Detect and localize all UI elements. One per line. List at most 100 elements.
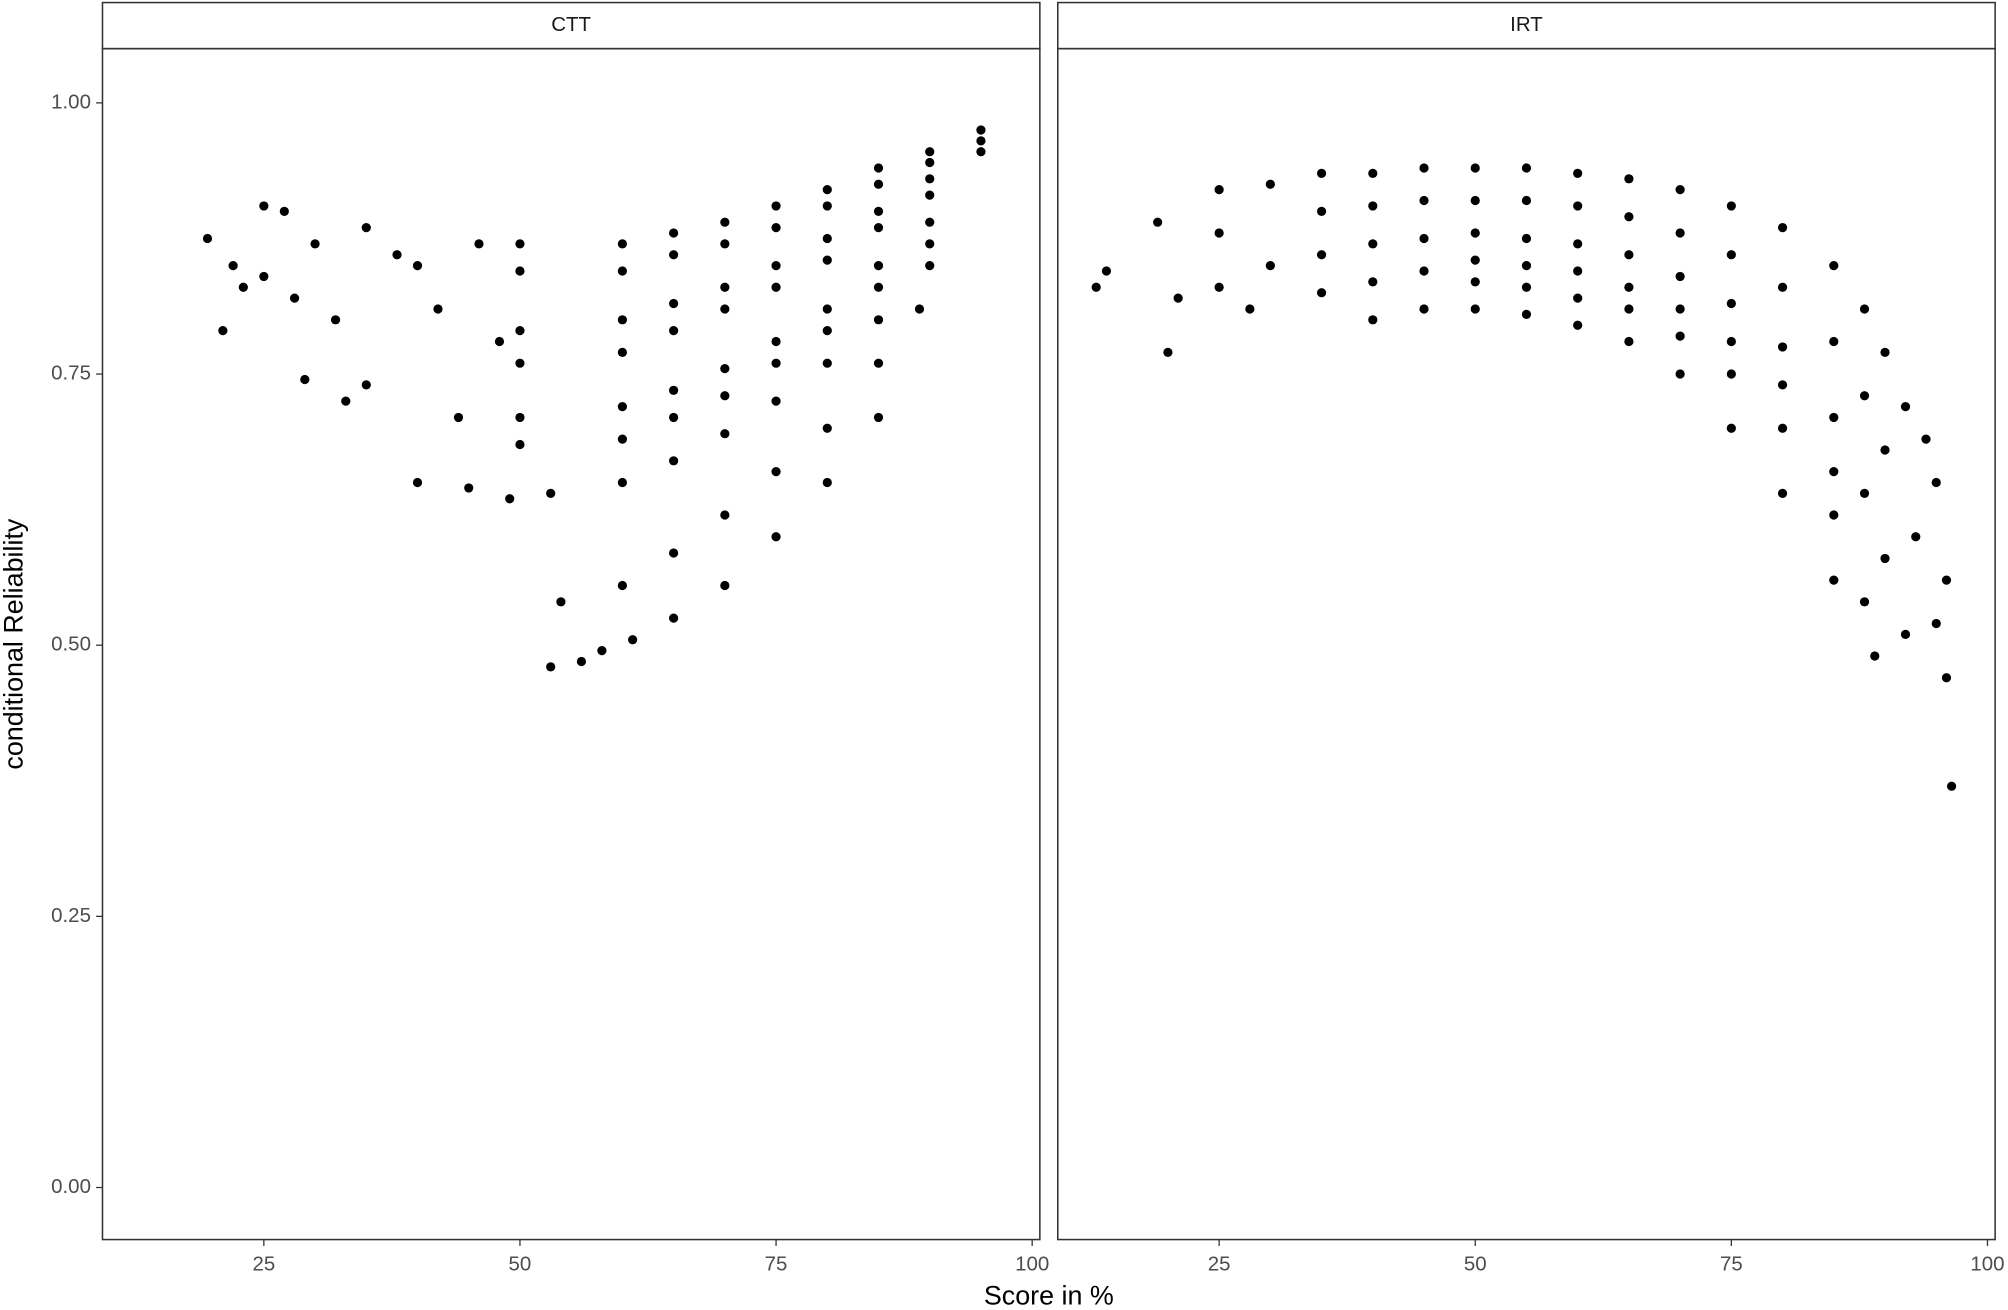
- x-tick-label: 100: [1015, 1253, 1049, 1276]
- point: [771, 532, 781, 542]
- point: [546, 488, 556, 498]
- point: [1941, 673, 1952, 683]
- point: [330, 315, 341, 325]
- point: [1419, 195, 1429, 206]
- point: [361, 223, 371, 233]
- x-tick-label: 50: [1464, 1253, 1487, 1276]
- strip: [1057, 1, 1996, 50]
- panel-background: [1057, 48, 1996, 1240]
- point: [822, 423, 832, 433]
- point: [976, 147, 986, 157]
- point: [1931, 618, 1941, 629]
- point: [1921, 434, 1931, 444]
- point: [1675, 228, 1685, 238]
- point: [1214, 228, 1224, 238]
- point: [556, 597, 566, 607]
- point: [925, 260, 935, 271]
- point: [1624, 174, 1634, 184]
- point: [1521, 163, 1532, 173]
- point: [1624, 212, 1634, 222]
- point: [822, 304, 832, 314]
- point: [433, 304, 443, 314]
- x-tick-label: 25: [252, 1253, 275, 1276]
- point: [1316, 168, 1327, 179]
- point: [617, 434, 628, 444]
- point: [669, 250, 679, 260]
- point: [669, 613, 679, 623]
- point: [1675, 271, 1685, 282]
- point: [228, 260, 238, 271]
- point: [617, 477, 628, 488]
- point: [1931, 477, 1941, 488]
- point: [1777, 282, 1788, 292]
- point: [1829, 510, 1839, 520]
- point: [1624, 282, 1634, 292]
- point: [771, 467, 781, 477]
- point: [771, 260, 781, 271]
- point: [873, 206, 884, 216]
- point: [1419, 163, 1429, 173]
- point: [1214, 185, 1224, 195]
- point: [576, 656, 587, 667]
- point: [822, 477, 832, 488]
- point: [720, 282, 730, 292]
- panel-border: [1057, 47, 1996, 1241]
- point: [1470, 304, 1480, 314]
- point: [822, 255, 832, 265]
- panel-border: [101, 47, 1041, 1241]
- point: [515, 358, 525, 368]
- point: [1368, 168, 1378, 179]
- point: [1573, 201, 1583, 211]
- point: [720, 391, 730, 401]
- point: [771, 223, 781, 233]
- point: [720, 580, 730, 591]
- point: [669, 412, 679, 423]
- x-tick-label: 75: [765, 1253, 788, 1276]
- point: [822, 233, 832, 244]
- point: [720, 364, 730, 374]
- point: [1900, 629, 1911, 639]
- point: [505, 494, 515, 504]
- point: [617, 580, 628, 591]
- point: [361, 380, 371, 390]
- y-tick-label: 0.00: [51, 1175, 91, 1198]
- strip-label: IRT: [1510, 13, 1543, 36]
- point: [1316, 250, 1327, 260]
- point: [771, 282, 781, 292]
- point: [1880, 347, 1890, 357]
- point: [1859, 488, 1870, 498]
- point: [515, 412, 525, 423]
- point: [1859, 597, 1870, 607]
- point: [617, 401, 628, 412]
- point: [1777, 488, 1788, 498]
- point: [925, 217, 935, 227]
- point: [873, 223, 884, 233]
- point: [720, 217, 730, 227]
- point: [1368, 315, 1378, 325]
- point: [822, 185, 832, 195]
- point: [1911, 532, 1921, 542]
- point: [464, 483, 474, 493]
- point: [1163, 347, 1173, 357]
- point: [1470, 163, 1480, 173]
- point: [238, 282, 248, 292]
- x-tick-label: 75: [1720, 1253, 1743, 1276]
- point: [259, 271, 269, 282]
- point: [1777, 380, 1788, 390]
- point: [617, 347, 628, 357]
- point: [1573, 320, 1583, 330]
- point: [617, 266, 628, 276]
- point: [392, 250, 402, 260]
- point: [925, 190, 935, 200]
- point: [1368, 239, 1378, 249]
- y-tick-label: 0.50: [51, 633, 91, 656]
- point: [1470, 255, 1480, 265]
- point: [1368, 277, 1378, 287]
- point: [669, 385, 679, 395]
- point: [976, 136, 986, 146]
- point: [1153, 217, 1163, 227]
- y-axis-title: conditional Reliability: [0, 518, 29, 770]
- point: [1573, 266, 1583, 276]
